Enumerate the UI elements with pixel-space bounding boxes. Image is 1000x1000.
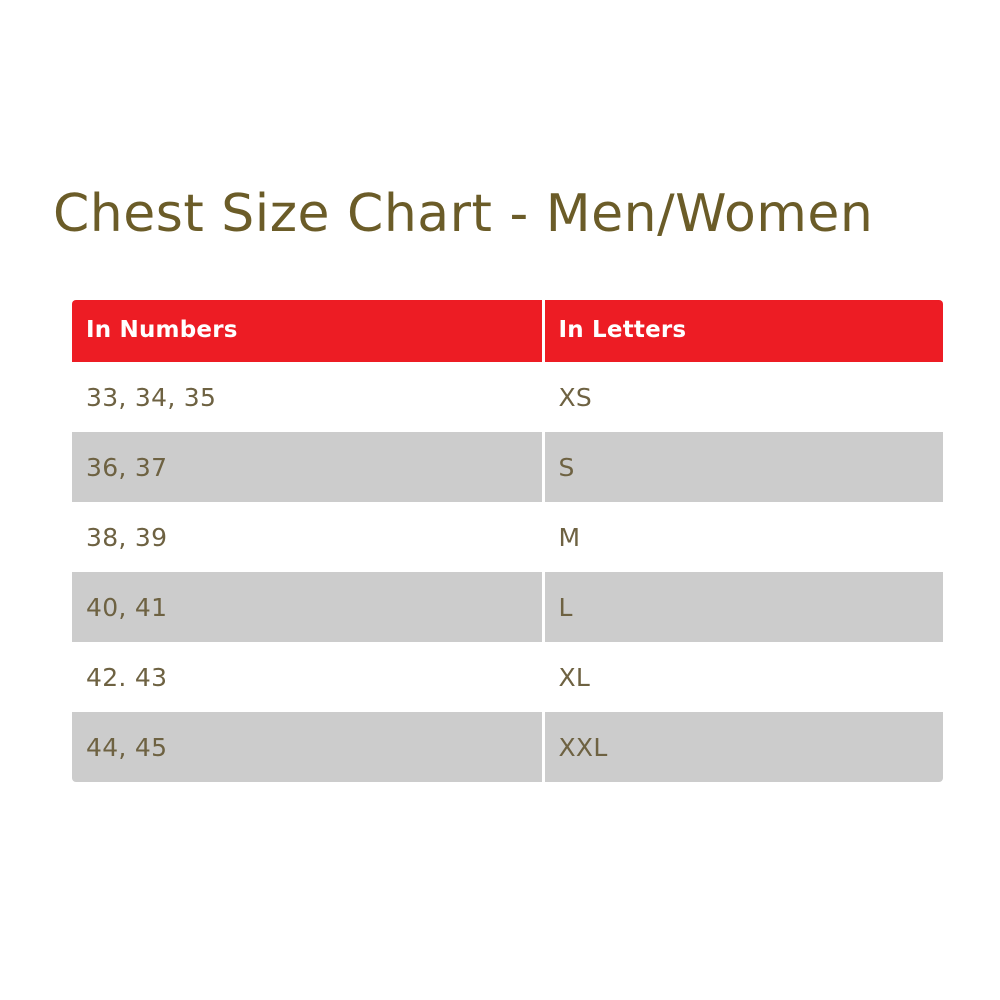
cell-numbers: 38, 39 [72,502,543,572]
cell-letters: XS [541,362,943,432]
cell-letters: XXL [541,712,943,782]
cell-numbers: 36, 37 [72,432,543,502]
table-row: 33, 34, 35 XS [72,362,943,432]
cell-letters: M [541,502,943,572]
page-title: Chest Size Chart - Men/Women [53,184,874,244]
table-body: 33, 34, 35 XS 36, 37 S 38, 39 M 40, 41 L… [72,362,943,782]
cell-letters: L [541,572,943,642]
cell-letters: S [541,432,943,502]
cell-numbers: 44, 45 [72,712,543,782]
chest-size-table: In Numbers In Letters 33, 34, 35 XS 36, … [72,300,943,782]
table-row: 36, 37 S [72,432,943,502]
table-row: 38, 39 M [72,502,943,572]
cell-numbers: 40, 41 [72,572,543,642]
cell-numbers: 42. 43 [72,642,543,712]
table-row: 40, 41 L [72,572,943,642]
cell-numbers: 33, 34, 35 [72,362,543,432]
column-header-in-numbers: In Numbers [72,300,543,362]
cell-letters: XL [541,642,943,712]
table-row: 44, 45 XXL [72,712,943,782]
table-header: In Numbers In Letters [72,300,943,362]
table-row: 42. 43 XL [72,642,943,712]
table-header-row: In Numbers In Letters [72,300,943,362]
column-header-in-letters: In Letters [541,300,943,362]
